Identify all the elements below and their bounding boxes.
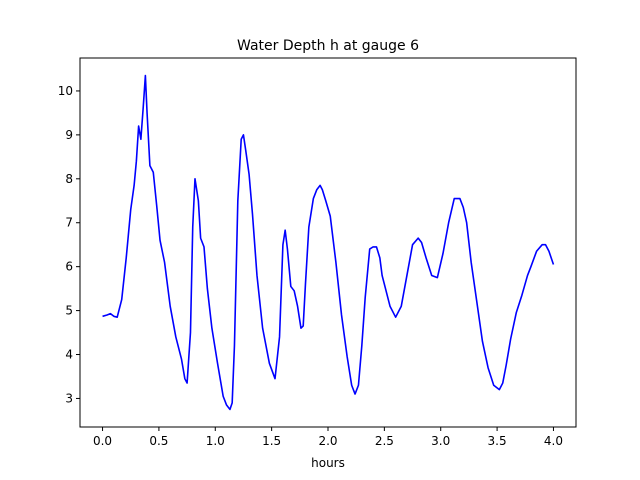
- x-tick-label: 2.5: [375, 434, 394, 448]
- y-tick-label: 9: [65, 128, 73, 142]
- y-tick-label: 5: [65, 304, 73, 318]
- y-tick-label: 3: [65, 391, 73, 405]
- series-line-0: [102, 74, 555, 411]
- y-tick-label: 10: [58, 84, 73, 98]
- chart-title: Water Depth h at gauge 6: [237, 38, 419, 54]
- x-tick-label: 2.0: [318, 434, 337, 448]
- y-axis: 3 4 5 6 7 8 9 10: [58, 84, 80, 405]
- x-axis-label: hours: [311, 456, 345, 470]
- x-tick-label: 3.5: [488, 434, 507, 448]
- y-tick-label: 7: [65, 216, 73, 230]
- y-tick-label: 8: [65, 172, 73, 186]
- x-tick-label: 0.5: [149, 434, 168, 448]
- x-tick-label: 3.0: [431, 434, 450, 448]
- y-tick-label: 6: [65, 260, 73, 274]
- x-tick-label: 1.0: [206, 434, 225, 448]
- x-axis: 0.0 0.5 1.0 1.5 2.0 2.5 3.0 3.5 4.0: [93, 427, 563, 448]
- x-tick-label: 4.0: [544, 434, 563, 448]
- x-tick-label: 1.5: [262, 434, 281, 448]
- y-tick-label: 4: [65, 348, 73, 362]
- x-tick-label: 0.0: [93, 434, 112, 448]
- plot-area: [102, 74, 555, 411]
